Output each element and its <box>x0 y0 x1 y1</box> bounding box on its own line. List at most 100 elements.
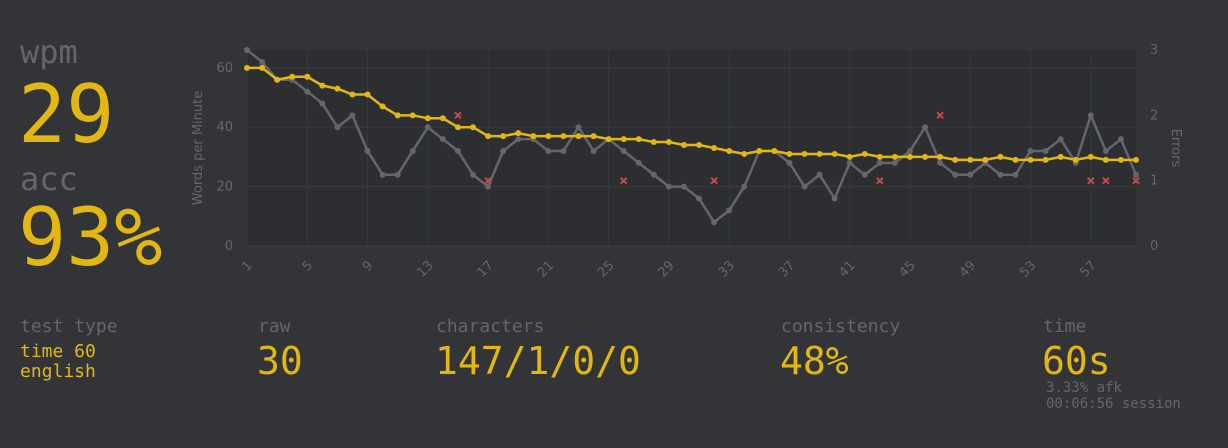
point <box>665 183 672 190</box>
point <box>1057 153 1064 160</box>
error-marker <box>1132 176 1140 185</box>
plot-area <box>247 50 1136 246</box>
point <box>1133 156 1139 163</box>
session: 00:06:56 session <box>1046 396 1181 412</box>
error-marker <box>1102 176 1110 185</box>
point <box>409 147 416 154</box>
point <box>1012 171 1019 178</box>
point <box>937 153 944 160</box>
point <box>620 147 627 154</box>
point <box>771 147 778 154</box>
point <box>801 183 808 190</box>
acc-value: 93% <box>18 191 163 284</box>
point <box>952 156 959 163</box>
point <box>831 195 838 202</box>
point <box>560 133 567 140</box>
point <box>982 156 989 163</box>
point <box>515 136 522 143</box>
point <box>786 159 793 166</box>
point <box>650 171 657 178</box>
point <box>379 103 386 110</box>
point <box>861 171 868 178</box>
point <box>650 139 657 146</box>
point <box>1117 156 1124 163</box>
point <box>680 183 687 190</box>
point <box>1057 136 1064 143</box>
characters-label: characters <box>436 316 544 337</box>
point <box>741 150 748 157</box>
point <box>816 150 823 157</box>
x-tick-label: 33 <box>716 258 738 280</box>
point <box>560 147 567 154</box>
point <box>952 171 959 178</box>
x-tick-label: 57 <box>1077 258 1099 280</box>
point <box>726 147 733 154</box>
x-tick-label: 25 <box>595 258 617 280</box>
cross-stroke <box>1132 176 1140 185</box>
point <box>334 85 341 92</box>
error-marker <box>619 176 628 185</box>
y-tick-label: 0 <box>225 239 233 254</box>
point <box>379 171 386 178</box>
point <box>967 171 974 178</box>
point <box>937 159 944 166</box>
point <box>1012 156 1019 163</box>
point <box>424 124 431 131</box>
point <box>846 153 853 160</box>
point <box>575 124 582 131</box>
point <box>244 64 250 71</box>
point <box>906 147 913 154</box>
point <box>500 147 507 154</box>
point <box>304 88 311 95</box>
point <box>424 115 431 122</box>
point <box>997 153 1004 160</box>
point <box>876 153 883 160</box>
point <box>1087 153 1094 160</box>
point <box>635 136 642 143</box>
x-tick-label: 29 <box>655 258 677 280</box>
point <box>575 133 582 140</box>
x-tick-label: 17 <box>475 258 497 280</box>
point <box>454 124 461 131</box>
point <box>620 136 627 143</box>
time-value: 60s <box>1042 339 1111 383</box>
cross-stroke <box>484 176 492 185</box>
cross-stroke <box>710 176 718 185</box>
point <box>1133 171 1139 178</box>
cross-stroke <box>1087 176 1095 185</box>
point <box>545 147 552 154</box>
point <box>439 115 446 122</box>
point <box>680 142 687 149</box>
cross-stroke <box>619 176 628 185</box>
point <box>439 136 446 143</box>
cross-stroke <box>454 111 462 120</box>
point <box>590 133 597 140</box>
point <box>635 159 642 166</box>
point <box>500 133 507 140</box>
y2-tick-label: 1 <box>1150 174 1158 189</box>
cross-stroke <box>1102 176 1110 185</box>
error-marker <box>1087 176 1095 185</box>
point <box>605 136 612 143</box>
point <box>485 133 492 140</box>
raw-label: raw <box>258 316 291 337</box>
point <box>1042 156 1049 163</box>
x-tick-label: 37 <box>776 258 798 280</box>
point <box>711 145 718 151</box>
point <box>816 171 823 178</box>
x-tick-label: 49 <box>957 258 979 280</box>
point <box>545 133 552 140</box>
point <box>831 150 838 157</box>
point <box>349 91 356 98</box>
x-tick-label: 41 <box>836 258 858 280</box>
test-type-label: test type <box>20 316 118 337</box>
point <box>274 76 281 83</box>
point <box>1027 156 1034 163</box>
point <box>394 112 401 119</box>
point <box>470 124 477 131</box>
characters-value: 147/1/0/0 <box>435 339 641 383</box>
point <box>515 130 522 137</box>
point <box>786 150 793 157</box>
